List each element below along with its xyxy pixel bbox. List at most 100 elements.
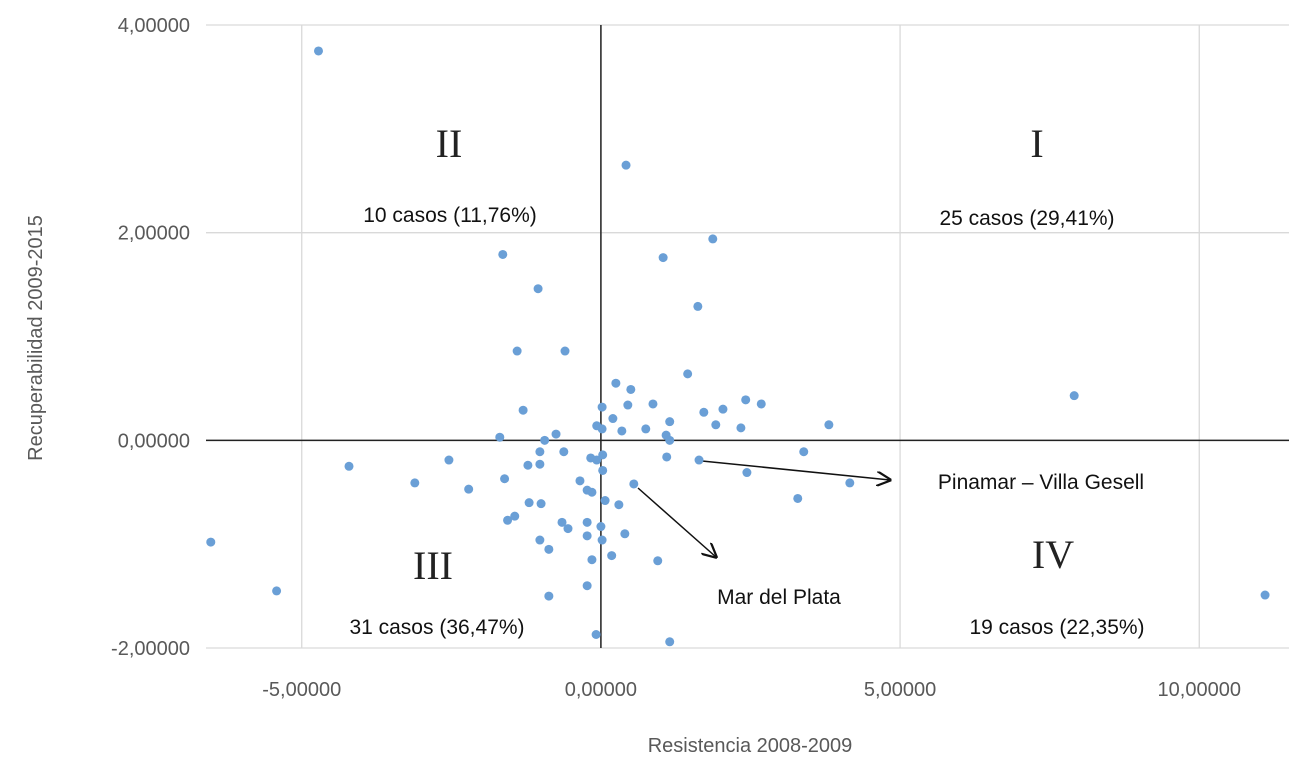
point bbox=[535, 535, 545, 545]
point bbox=[523, 460, 533, 470]
annotation: Mar del Plata bbox=[717, 586, 841, 609]
point bbox=[662, 452, 672, 462]
point bbox=[563, 524, 573, 534]
point bbox=[799, 447, 809, 457]
x-tick-label: 10,00000 bbox=[1158, 679, 1241, 701]
point bbox=[1260, 590, 1270, 600]
point bbox=[560, 346, 570, 356]
point bbox=[741, 395, 751, 405]
point bbox=[540, 435, 550, 445]
y-tick-label: 2,00000 bbox=[118, 223, 190, 245]
point bbox=[665, 435, 675, 445]
point bbox=[344, 461, 354, 471]
point bbox=[586, 453, 596, 463]
point bbox=[693, 301, 703, 311]
x-tick-label: -5,00000 bbox=[262, 679, 341, 701]
point bbox=[495, 432, 505, 442]
annotation: 31 casos (36,47%) bbox=[349, 616, 524, 639]
y-tick-label: -2,00000 bbox=[111, 638, 190, 660]
point bbox=[683, 369, 693, 379]
point bbox=[512, 346, 522, 356]
point bbox=[623, 400, 633, 410]
point bbox=[575, 476, 585, 486]
point bbox=[582, 581, 592, 591]
point bbox=[518, 405, 528, 415]
point bbox=[597, 424, 607, 434]
point bbox=[1069, 391, 1079, 401]
point bbox=[756, 399, 766, 409]
point bbox=[557, 517, 567, 527]
point bbox=[607, 551, 617, 561]
point bbox=[587, 487, 597, 497]
annotation: 19 casos (22,35%) bbox=[969, 616, 1144, 639]
x-axis-title: Resistencia 2008-2009 bbox=[648, 735, 853, 757]
point bbox=[464, 484, 474, 494]
point bbox=[736, 423, 746, 433]
point bbox=[742, 468, 752, 478]
point bbox=[629, 479, 639, 489]
point bbox=[653, 556, 663, 566]
point bbox=[551, 429, 561, 439]
point bbox=[665, 417, 675, 427]
point bbox=[582, 531, 592, 541]
point bbox=[614, 500, 624, 510]
point bbox=[597, 535, 607, 545]
point bbox=[845, 478, 855, 488]
point bbox=[503, 515, 513, 525]
annotation: 10 casos (11,76%) bbox=[363, 204, 537, 227]
point bbox=[711, 420, 721, 430]
annotation: I bbox=[1030, 121, 1043, 166]
point bbox=[582, 517, 592, 527]
y-tick-label: 4,00000 bbox=[118, 15, 190, 37]
annotation: Pinamar – Villa Gesell bbox=[938, 471, 1144, 494]
point bbox=[665, 637, 675, 647]
point bbox=[598, 465, 608, 475]
point bbox=[718, 404, 728, 414]
point bbox=[620, 529, 630, 539]
point bbox=[598, 450, 608, 460]
point bbox=[658, 253, 668, 263]
point bbox=[608, 414, 618, 424]
point bbox=[597, 402, 607, 412]
point bbox=[444, 455, 454, 465]
y-axis-title: Recuperabilidad 2009-2015 bbox=[25, 215, 47, 461]
point bbox=[544, 544, 554, 554]
point bbox=[708, 234, 718, 244]
point bbox=[793, 493, 803, 503]
point bbox=[694, 455, 704, 465]
point bbox=[272, 586, 282, 596]
point bbox=[641, 424, 651, 434]
x-tick-label: 0,00000 bbox=[565, 679, 637, 701]
arrow bbox=[701, 460, 890, 480]
point bbox=[699, 407, 709, 417]
point bbox=[626, 384, 636, 394]
point bbox=[498, 249, 508, 259]
point bbox=[617, 426, 627, 436]
point bbox=[600, 496, 610, 506]
point bbox=[621, 160, 631, 170]
point bbox=[648, 399, 658, 409]
point bbox=[591, 630, 601, 640]
point bbox=[544, 591, 554, 601]
annotation: III bbox=[413, 543, 453, 588]
point bbox=[206, 537, 216, 547]
y-tick-label: 0,00000 bbox=[118, 430, 190, 452]
arrow bbox=[637, 487, 716, 557]
point bbox=[824, 420, 834, 430]
point bbox=[596, 522, 606, 532]
x-tick-label: 5,00000 bbox=[864, 679, 936, 701]
point bbox=[559, 447, 569, 457]
point bbox=[313, 46, 323, 56]
point bbox=[524, 498, 534, 508]
point bbox=[500, 474, 510, 484]
point bbox=[535, 447, 545, 457]
point bbox=[535, 459, 545, 469]
point bbox=[410, 478, 420, 488]
point bbox=[510, 511, 520, 521]
annotation: 25 casos (29,41%) bbox=[939, 207, 1114, 230]
point bbox=[533, 284, 543, 294]
point bbox=[611, 378, 621, 388]
point bbox=[587, 555, 597, 565]
point bbox=[536, 499, 546, 509]
